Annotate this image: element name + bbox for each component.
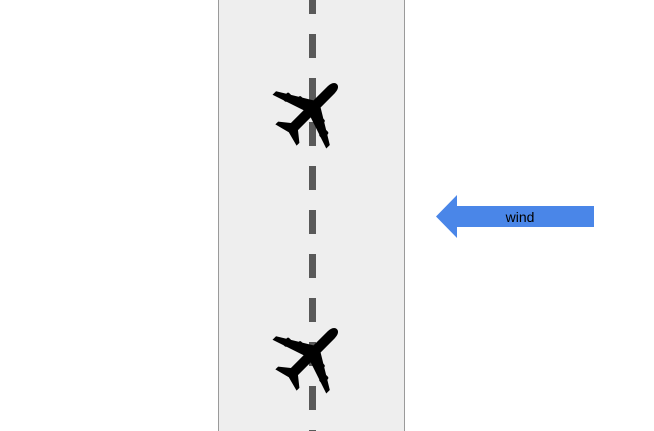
left-arrow-icon	[436, 195, 594, 238]
airplane-icon	[272, 328, 338, 394]
wind-label: wind	[505, 209, 535, 225]
airplane-icon	[272, 83, 338, 149]
